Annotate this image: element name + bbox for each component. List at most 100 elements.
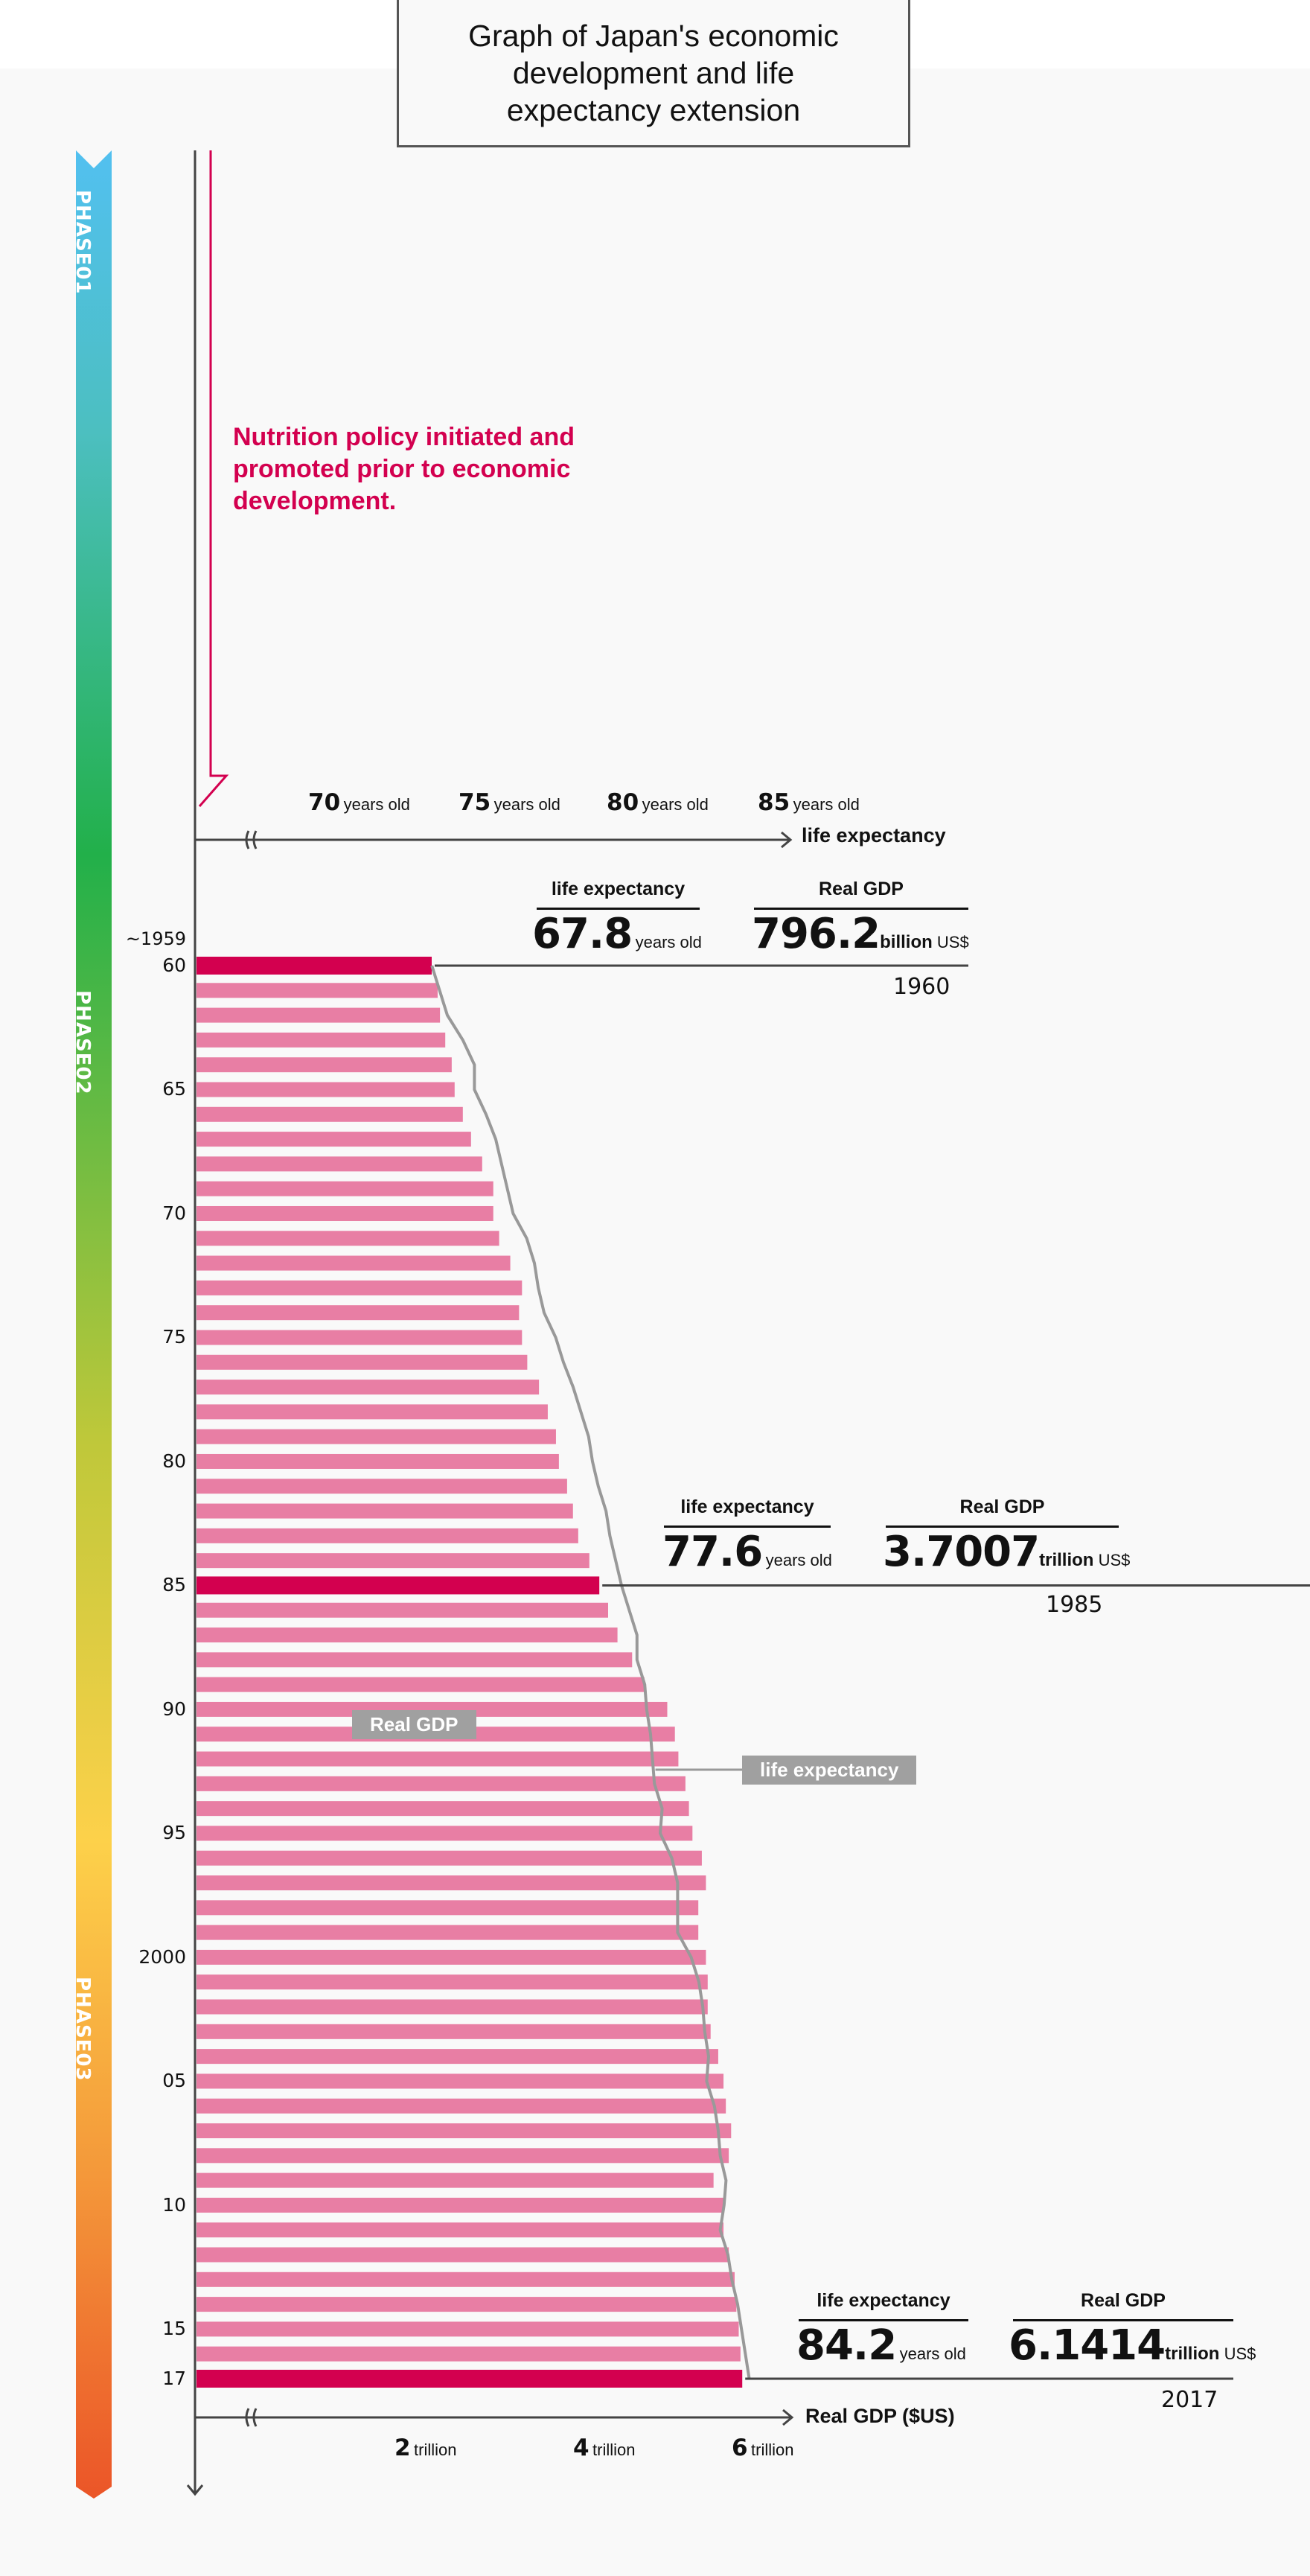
bottom-axis-break-icon — [245, 2408, 258, 2427]
callout-1985-le-header: life expectancy — [664, 1496, 831, 1528]
callout-1960-gdp-header: Real GDP — [754, 879, 968, 910]
note-bracket-line — [198, 150, 229, 807]
gdp-bar-1970 — [196, 1205, 493, 1221]
gdp-bar-2014 — [196, 2297, 737, 2312]
gdp-bar-1969 — [196, 1181, 493, 1196]
callout-2017-le-header: life expectancy — [799, 2290, 968, 2321]
gdp-bar-2006 — [196, 2098, 726, 2114]
gdp-bar-2016 — [196, 2346, 741, 2362]
bottom-axis-tick-6: 6 trillion — [732, 2435, 794, 2461]
gdp-bar-1995 — [196, 1826, 693, 1841]
year-tick-1970: 70 — [162, 1202, 186, 1224]
gdp-bar-2009 — [196, 2172, 714, 2188]
year-tick-1985: 85 — [162, 1574, 186, 1596]
gdp-bar-1975 — [196, 1330, 523, 1345]
gdp-bar-2002 — [196, 1999, 708, 2015]
gdp-bar-1972 — [196, 1255, 511, 1271]
year-tick-2005: 05 — [162, 2070, 186, 2092]
chart-title: Graph of Japan's economic development an… — [468, 18, 839, 127]
top-axis-tick-75: 75 years old — [458, 789, 560, 816]
year-tick-start: ~1959 — [125, 928, 186, 949]
gdp-bar-2007 — [196, 2123, 732, 2139]
gdp-bar-2000 — [196, 1949, 706, 1965]
gdp-bar-1999 — [196, 1925, 699, 1940]
callout-2017-gdp-header: Real GDP — [1013, 2290, 1233, 2321]
gdp-bar-1985 — [196, 1576, 600, 1595]
callout-2017-le-value: 84.2 years old — [796, 2321, 966, 2370]
gdp-bar-1964 — [196, 1057, 452, 1073]
gdp-bar-1988 — [196, 1652, 633, 1668]
bottom-axis-tick-4: 4 trillion — [573, 2435, 636, 2461]
callout-1985-year: 1985 — [1046, 1592, 1103, 1618]
callout-2017-gdp-value: 6.1414trillion US$ — [1009, 2321, 1256, 2370]
year-tick-2010: 10 — [162, 2193, 186, 2216]
gdp-bar-1992 — [196, 1751, 679, 1767]
gdp-bar-1983 — [196, 1528, 578, 1543]
gdp-bar-1984 — [196, 1553, 590, 1569]
phase-label-2: PHASE02 — [71, 990, 94, 1095]
year-tick-1995: 95 — [162, 1822, 186, 1844]
year-tick-1980: 80 — [162, 1450, 186, 1472]
gdp-bar-1965 — [196, 1082, 455, 1097]
gdp-bar-1976 — [196, 1354, 528, 1370]
callout-1985-gdp-header: Real GDP — [886, 1496, 1119, 1528]
gdp-bar-1987 — [196, 1627, 618, 1643]
bottom-axis-title: Real GDP ($US) — [805, 2405, 955, 2427]
chart-title-box: Graph of Japan's economic development an… — [397, 0, 910, 147]
phase-label-1: PHASE01 — [71, 190, 94, 295]
top-axis-break-icon — [245, 830, 258, 849]
legend-tag-life-expectancy: life expectancy — [742, 1756, 917, 1785]
year-tick-1965: 65 — [162, 1078, 186, 1100]
year-tick-1990: 90 — [162, 1697, 186, 1720]
gdp-bar-1961 — [196, 983, 438, 998]
gdp-bar-1998 — [196, 1900, 699, 1916]
gdp-bar-2005 — [196, 2073, 724, 2089]
gdp-bar-1982 — [196, 1503, 573, 1519]
year-tick-1960: 60 — [162, 954, 186, 976]
top-axis-title: life expectancy — [802, 824, 946, 847]
life-expectancy-line — [430, 965, 751, 2379]
top-axis-tick-70: 70 years old — [308, 789, 410, 816]
gdp-bar-1979 — [196, 1429, 556, 1444]
top-axis-tick-85: 85 years old — [758, 789, 860, 816]
gdp-bar-1989 — [196, 1677, 645, 1692]
gdp-bar-1960 — [196, 957, 432, 975]
gdp-bar-1968 — [196, 1156, 482, 1172]
gdp-bar-1967 — [196, 1132, 471, 1147]
callout-1960-le-header: life expectancy — [537, 879, 700, 910]
gdp-bar-2003 — [196, 2024, 711, 2039]
phase-label-3: PHASE03 — [71, 1977, 94, 2082]
callout-1985-gdp-value: 3.7007trillion US$ — [883, 1528, 1131, 1576]
gdp-bar-2011 — [196, 2222, 724, 2238]
top-axis-tick-80: 80 years old — [607, 789, 709, 816]
gdp-bar-1973 — [196, 1280, 523, 1295]
bottom-axis-arrow-icon — [782, 2408, 794, 2426]
gdp-bar-2017 — [196, 2370, 743, 2388]
bottom-axis-tick-2: 2 trillion — [394, 2435, 457, 2461]
year-tick-2015: 15 — [162, 2318, 186, 2340]
callout-1960-gdp-value: 796.2billion US$ — [752, 910, 969, 958]
gdp-bar-1966 — [196, 1106, 463, 1122]
phase-gradient-bar — [76, 150, 112, 2499]
gdp-bar-1980 — [196, 1453, 559, 1469]
gdp-bar-2012 — [196, 2247, 729, 2263]
gdp-bar-1996 — [196, 1850, 702, 1866]
gdp-bar-2013 — [196, 2271, 735, 2287]
nutrition-policy-note: Nutrition policy initiated and promoted … — [233, 423, 575, 515]
gdp-bar-1977 — [196, 1380, 540, 1395]
top-axis-arrow-icon — [781, 831, 793, 849]
gdp-bar-2010 — [196, 2197, 724, 2213]
gdp-bar-2008 — [196, 2148, 729, 2164]
gdp-bar-1981 — [196, 1479, 567, 1494]
gdp-bar-1971 — [196, 1231, 499, 1246]
gdp-bar-1993 — [196, 1776, 686, 1791]
year-tick-2017: 17 — [162, 2368, 186, 2389]
gdp-bar-1990 — [196, 1701, 668, 1717]
gdp-bar-2004 — [196, 2049, 718, 2065]
gdp-bar-1994 — [196, 1801, 689, 1817]
year-tick-2000: 2000 — [138, 1945, 186, 1968]
gdp-bar-1963 — [196, 1032, 446, 1048]
callout-1960-le-value: 67.8 years old — [532, 910, 702, 958]
gdp-bar-2015 — [196, 2321, 739, 2337]
